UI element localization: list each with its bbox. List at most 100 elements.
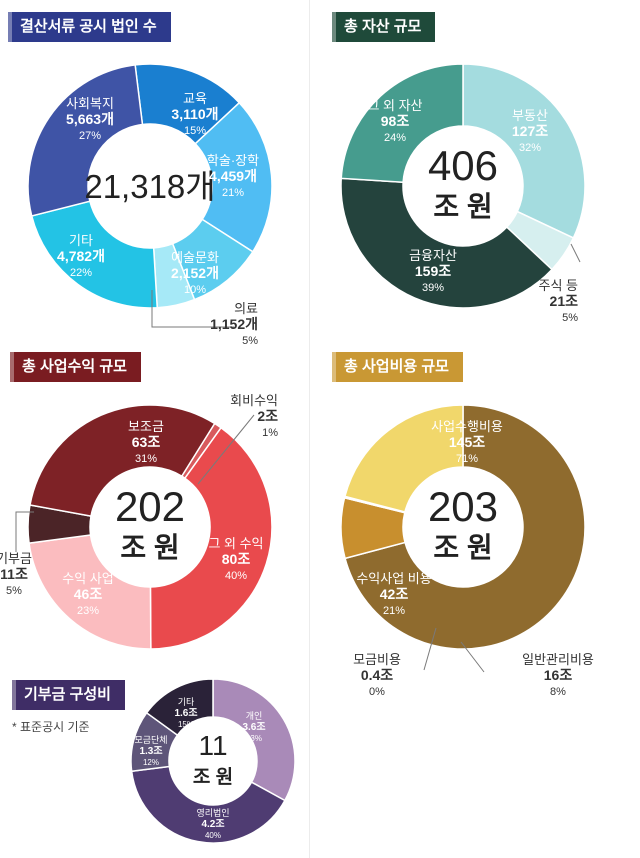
slice-percent: 8% [550, 686, 566, 698]
slice-value: 3,110개 [171, 106, 218, 122]
slice-name: 사회복지 [66, 96, 114, 111]
slice-percent: 0% [369, 686, 385, 698]
slice-name: 기타 [69, 233, 93, 248]
slice-name: 보조금 [128, 419, 164, 434]
chart-filings: 21,318개 교육 3,110개 15% 학술·장학 4,459개 21% 예술문화 2,15… [27, 63, 273, 347]
slice-assets-0 [462, 63, 586, 239]
slice-name: 교육 [183, 91, 207, 106]
chart-donation: 11조 원개인 3.6조 33%영리법인 4.2조 40%모금단체 1.3조 12%기타 1.… [130, 678, 296, 844]
slice-percent: 39% [422, 282, 444, 294]
column-divider [309, 0, 310, 858]
center-unit: 조 원 [193, 766, 233, 788]
slice-name: 주식 등 [539, 278, 579, 293]
center-value: 203 [428, 483, 498, 530]
slice-label-donation-0: 개인 3.6조 33% [242, 711, 265, 743]
leader-line [15, 511, 34, 552]
slice-label-assets-3: 그 외 자산 98조 24% [367, 98, 422, 144]
slice-label-filings-0: 교육 3,110개 15% [171, 91, 218, 137]
slice-label-assets-0: 부동산 127조 32% [512, 108, 548, 154]
leader-line [570, 243, 581, 263]
slice-label-donation-1: 영리법인 4.2조 40% [196, 808, 229, 840]
slice-name: 그 외 수익 [208, 536, 263, 551]
slice-name: 그 외 자산 [367, 98, 422, 113]
slice-percent: 40% [205, 831, 221, 840]
section-title-donation: 기부금 구성비 [12, 680, 125, 710]
center-value: 11 [198, 730, 227, 761]
slice-label-filings-2: 예술문화 2,152개 10% [171, 250, 219, 296]
slice-donation-0 [212, 678, 296, 802]
slice-percent: 21% [222, 187, 244, 199]
slice-value: 1.6조 [174, 707, 197, 719]
slice-value: 0.4조 [361, 667, 393, 683]
slice-percent: 23% [77, 605, 99, 617]
slice-label-filings-4: 기타 4,782개 22% [57, 233, 105, 279]
slice-name: 일반관리비용 [522, 652, 594, 667]
slice-value: 21조 [550, 293, 579, 309]
slice-name: 모금단체 [134, 735, 167, 745]
slice-value: 63조 [132, 434, 161, 450]
slice-percent: 5% [6, 585, 22, 597]
slice-value: 11조 [0, 566, 28, 582]
slice-value: 46조 [74, 586, 103, 602]
slice-label-expense-0: 사업수행비용 145조 71% [431, 419, 503, 465]
section-title-assets: 총 자산 규모 [332, 12, 436, 42]
leader-line [423, 627, 437, 671]
slice-name: 수익 사업 [62, 571, 113, 586]
footnote: * 표준공시 기준 [12, 720, 90, 734]
slice-value: 5,663개 [66, 111, 114, 127]
center-unit: 조 원 [433, 532, 492, 563]
slice-percent: 31% [135, 453, 157, 465]
slice-expense-3 [343, 404, 464, 513]
slice-percent: 12% [143, 758, 159, 767]
slice-value: 1.3조 [139, 745, 162, 757]
slice-percent: 24% [384, 132, 406, 144]
center-unit: 조 원 [433, 191, 492, 222]
slice-label-filings-1: 학술·장학 4,459개 21% [207, 153, 259, 199]
slice-name: 예술문화 [171, 250, 219, 265]
slice-percent: 15% [178, 720, 194, 729]
slice-value: 4.2조 [201, 818, 224, 830]
slice-donation-3 [145, 678, 214, 737]
slice-percent: 71% [456, 453, 478, 465]
slice-label-donation-3: 기타 1.6조 15% [174, 697, 197, 729]
slice-percent: 1% [262, 427, 278, 439]
center-unit: 조 원 [120, 532, 179, 563]
slice-label-revenue-2: 수익 사업 46조 23% [62, 571, 113, 617]
section-title-revenue: 총 사업수익 규모 [10, 352, 141, 382]
slice-name: 기부금 [0, 551, 32, 566]
slice-label-expense-1: 일반관리비용 16조 8% [522, 652, 594, 698]
slice-filings-5 [27, 64, 144, 217]
slice-name: 수익사업 비용 [356, 571, 431, 586]
slice-revenue-4 [29, 404, 216, 518]
slice-name: 기타 [178, 697, 195, 707]
slice-value: 159조 [415, 263, 451, 279]
slice-revenue-1 [149, 426, 273, 650]
slice-revenue-2 [28, 534, 152, 650]
slice-name: 사업수행비용 [431, 419, 503, 434]
slice-name: 회비수익 [230, 393, 278, 408]
slice-label-expense-3: 수익사업 비용 42조 21% [356, 571, 431, 617]
slice-label-revenue-3: 기부금 11조 5% [0, 551, 32, 597]
center-value: 406 [428, 142, 498, 189]
slice-label-donation-2: 모금단체 1.3조 12% [134, 735, 167, 767]
slice-percent: 21% [383, 605, 405, 617]
slice-donation-1 [130, 765, 286, 844]
slice-percent: 40% [225, 570, 247, 582]
slice-assets-2 [340, 177, 553, 309]
slice-name: 영리법인 [196, 808, 229, 818]
slice-percent: 5% [242, 335, 258, 347]
slice-name: 의료 [234, 301, 258, 316]
slice-label-assets-2: 금융자산 159조 39% [409, 248, 457, 294]
slice-name: 학술·장학 [207, 153, 259, 168]
slice-value: 145조 [449, 434, 485, 450]
leader-line [460, 641, 485, 673]
slice-value: 42조 [380, 586, 409, 602]
slice-name: 금융자산 [409, 248, 457, 263]
slice-value: 3.6조 [242, 721, 265, 733]
leader-line [197, 414, 255, 485]
slice-name: 개인 [246, 711, 263, 721]
